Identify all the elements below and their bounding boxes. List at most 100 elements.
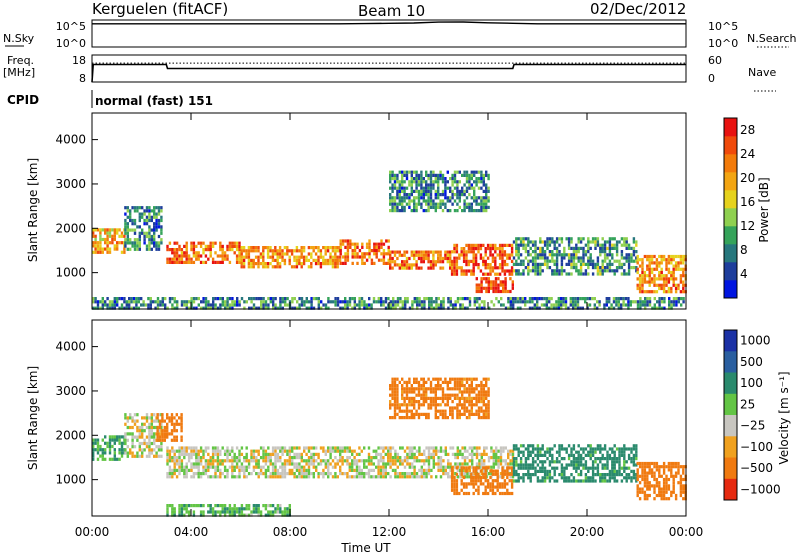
echo-cell	[209, 303, 212, 307]
echo-cell	[446, 393, 449, 397]
echo-cell	[126, 416, 129, 420]
echo-cell	[594, 237, 597, 241]
echo-cell	[572, 457, 576, 461]
echo-cell	[382, 475, 385, 479]
echo-cell	[639, 297, 642, 301]
echo-cell	[665, 481, 668, 485]
echo-cell	[399, 300, 402, 304]
echo-cell	[461, 209, 464, 213]
echo-cell	[483, 459, 486, 463]
echo-cell	[496, 479, 499, 483]
echo-cell	[401, 390, 404, 394]
echo-cell	[101, 448, 104, 452]
echo-cell	[266, 255, 270, 259]
echo-cell	[126, 419, 129, 423]
echo-cell	[483, 449, 486, 453]
echo-cell	[128, 300, 131, 304]
echo-cell	[564, 303, 568, 307]
echo-cell	[393, 186, 397, 190]
echo-cell	[473, 387, 476, 391]
echo-cell	[192, 449, 196, 453]
echo-cell	[638, 487, 642, 491]
echo-cell	[449, 177, 452, 181]
echo-cell	[439, 205, 442, 209]
echo-cell	[360, 459, 363, 463]
echo-cell	[432, 456, 435, 460]
echo-cell	[587, 469, 590, 473]
echo-cell	[470, 272, 473, 276]
echo-cell	[216, 306, 220, 310]
echo-cell	[543, 243, 547, 247]
echo-cell	[591, 466, 595, 470]
echo-cell	[454, 456, 457, 460]
echo-cell	[456, 180, 459, 184]
echo-cell	[553, 272, 556, 276]
echo-cell	[137, 306, 140, 310]
echo-cell	[603, 306, 606, 310]
echo-cell	[655, 468, 659, 472]
echo-cell	[605, 300, 608, 304]
echo-cell	[655, 261, 659, 265]
echo-cell	[515, 473, 518, 477]
echo-cell	[368, 306, 371, 310]
echo-cell	[166, 459, 169, 463]
echo-cell	[455, 472, 459, 476]
echo-cell	[643, 270, 647, 275]
echo-cell	[658, 493, 661, 498]
echo-cell	[420, 256, 423, 261]
echo-cell	[223, 257, 227, 261]
echo-cell	[473, 472, 476, 476]
echo-cell	[204, 459, 208, 463]
power-colorbar-tick-label: 8	[740, 243, 748, 257]
echo-cell	[274, 472, 277, 476]
echo-cell	[361, 245, 364, 249]
echo-cell	[329, 449, 332, 453]
echo-cell	[264, 462, 268, 466]
echo-cell	[473, 199, 476, 203]
echo-cell	[166, 422, 169, 426]
echo-cell	[226, 446, 229, 450]
echo-cell	[420, 465, 423, 469]
echo-cell	[272, 306, 275, 310]
echo-cell	[327, 297, 330, 301]
echo-cell	[214, 306, 217, 310]
echo-cell	[491, 243, 495, 247]
echo-cell	[166, 446, 169, 450]
echo-cell	[260, 300, 263, 304]
echo-cell	[339, 245, 342, 249]
echo-cell	[606, 466, 609, 470]
echo-cell	[155, 445, 158, 449]
echo-cell	[92, 300, 95, 304]
power-colorbar-label: Power [dB]	[757, 177, 771, 242]
echo-cell	[662, 254, 666, 259]
echo-cell	[204, 465, 208, 469]
echo-cell	[553, 460, 556, 464]
echo-cell	[591, 262, 595, 266]
echo-cell	[153, 231, 156, 235]
echo-cell	[638, 280, 642, 284]
echo-cell	[168, 452, 172, 456]
echo-cell	[429, 183, 433, 187]
echo-cell	[622, 300, 625, 304]
echo-cell	[665, 267, 668, 271]
power-colorbar-swatch	[724, 208, 737, 227]
echo-cell	[623, 237, 626, 241]
echo-cell	[411, 446, 414, 450]
echo-cell	[344, 258, 347, 262]
echo-cell	[324, 462, 327, 466]
echo-cell	[615, 266, 619, 270]
echo-cell	[670, 493, 673, 498]
echo-cell	[446, 260, 449, 264]
echo-cell	[509, 449, 512, 453]
echo-cell	[422, 256, 425, 261]
echo-cell	[192, 244, 196, 248]
echo-cell	[365, 306, 368, 310]
echo-cell	[446, 250, 449, 254]
echo-cell	[543, 476, 547, 480]
echo-cell	[506, 466, 509, 470]
echo-cell	[512, 300, 515, 304]
echo-cell	[344, 245, 347, 249]
echo-cell	[563, 473, 566, 477]
echo-cell	[401, 202, 404, 206]
echo-cell	[145, 445, 149, 449]
